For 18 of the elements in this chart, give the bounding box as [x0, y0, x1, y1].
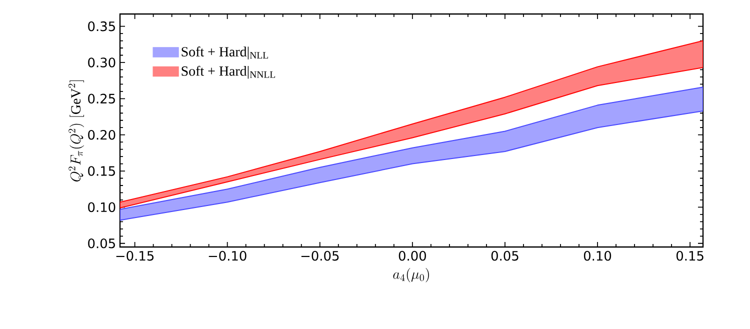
y-tick-label: 0.15: [88, 166, 115, 176]
x-axis-title: $a_4(\mu_0)$: [393, 268, 429, 282]
y-tick-label: 0.35: [88, 21, 115, 32]
legend-label: Soft + Hard|$_{NNLL}$: [182, 66, 276, 79]
x-tick-label: 0.10: [584, 250, 612, 261]
y-tick-label: 0.10: [88, 202, 116, 212]
y-tick-label: 0.30: [88, 58, 116, 68]
y-axis-title: $Q^2F_\pi(Q^2)\;[\mathrm{GeV}^2]$: [68, 80, 84, 182]
y-tick-label: 0.25: [88, 94, 115, 104]
x-tick-label: −0.05: [301, 250, 339, 261]
x-tick-label: 0.05: [491, 250, 518, 261]
x-tick-label: −0.10: [208, 250, 246, 261]
x-tick-label: −0.15: [116, 250, 154, 261]
y-tick-label: 0.20: [88, 130, 116, 140]
y-tick-label: 0.05: [88, 238, 115, 248]
x-tick-label: 0.00: [398, 250, 426, 261]
x-tick-label: 0.15: [676, 250, 704, 261]
legend-label: Soft + Hard|$_{NLL}$: [182, 46, 268, 60]
